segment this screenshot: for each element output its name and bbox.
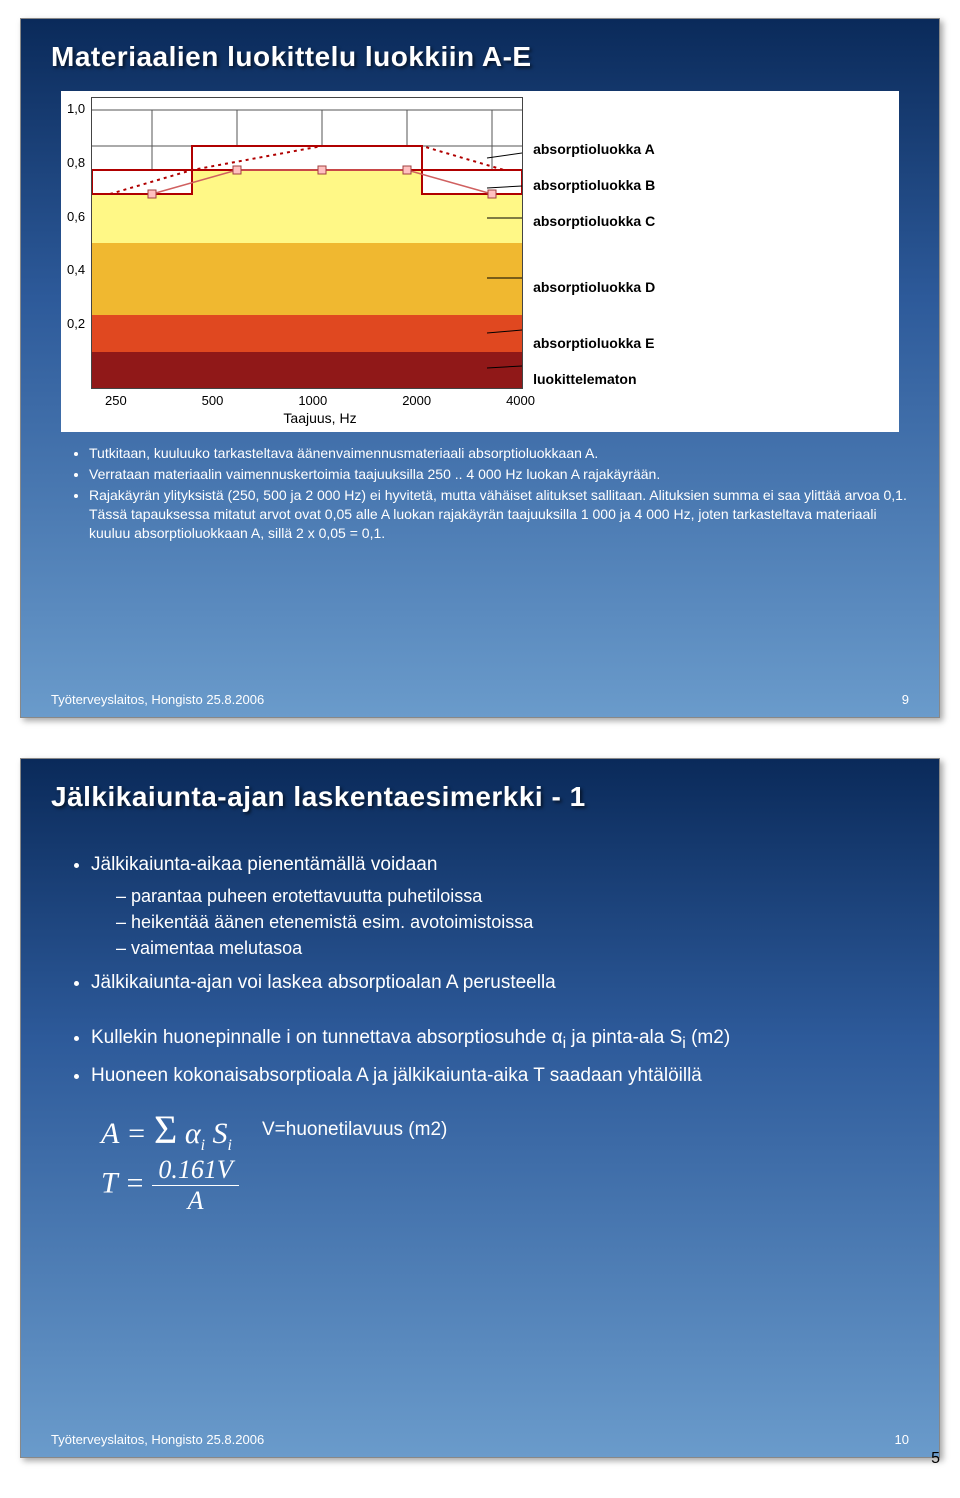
ytick: 0,2 xyxy=(67,316,85,331)
chart-plot xyxy=(91,97,523,389)
slide-2: Jälkikaiunta-ajan laskentaesimerkki - 1 … xyxy=(20,758,940,1458)
legend-item: absorptioluokka B xyxy=(533,177,655,193)
bullet: Kullekin huonepinnalle i on tunnettava a… xyxy=(91,1024,899,1056)
xtick: 2000 xyxy=(402,393,431,408)
bullet: Tutkitaan, kuuluuko tarkasteltava äänenv… xyxy=(89,444,909,463)
sym-alpha: α xyxy=(185,1117,201,1150)
document-page-number: 5 xyxy=(931,1450,940,1468)
footer-page-number: 9 xyxy=(902,692,909,707)
numerator: 0.161V xyxy=(152,1155,238,1186)
slide2-title: Jälkikaiunta-ajan laskentaesimerkki - 1 xyxy=(21,759,939,821)
sym-A: A xyxy=(101,1117,119,1150)
slide2-body: Jälkikaiunta-aikaa pienentämällä voidaan… xyxy=(21,821,939,1090)
footer-left: Työterveyslaitos, Hongisto 25.8.2006 xyxy=(51,1432,264,1447)
alpha-symbol: α xyxy=(552,1027,563,1048)
subscript: i xyxy=(201,1137,205,1154)
ytick: 0,8 xyxy=(67,155,85,170)
xtick: 500 xyxy=(202,393,224,408)
ytick-pad xyxy=(67,370,85,385)
equals: = xyxy=(126,1117,154,1150)
xtick: 4000 xyxy=(506,393,535,408)
legend-item: absorptioluokka A xyxy=(533,141,655,157)
chart-area: 1,0 0,8 0,6 0,4 0,2 xyxy=(67,97,893,389)
text: (m2) xyxy=(686,1027,730,1048)
ytick: 0,6 xyxy=(67,209,85,224)
xtick: 1000 xyxy=(298,393,327,408)
footer-left: Työterveyslaitos, Hongisto 25.8.2006 xyxy=(51,692,264,707)
sub-bullet: heikentää äänen etenemistä esim. avotoim… xyxy=(131,909,899,935)
fraction: 0.161V A xyxy=(152,1155,238,1216)
legend-item: absorptioluokka E xyxy=(533,335,655,351)
legend-item: absorptioluokka C xyxy=(533,213,655,229)
slide-1: Materiaalien luokittelu luokkiin A-E 1,0… xyxy=(20,18,940,718)
formula-T-inner: T = 0.161V A xyxy=(101,1155,239,1216)
x-axis-labels: 250 500 1000 2000 4000 xyxy=(105,389,535,408)
text: ja pinta-ala S xyxy=(566,1027,682,1048)
sym-T: T xyxy=(101,1166,117,1199)
equals: = xyxy=(125,1166,153,1199)
chart-svg xyxy=(92,98,522,388)
sigma-icon: Σ xyxy=(154,1107,177,1152)
bullet: Huoneen kokonaisabsorptioala A ja jälkik… xyxy=(91,1062,899,1090)
ytick: 1,0 xyxy=(67,101,85,116)
bullet-text: Jälkikaiunta-aikaa pienentämällä voidaan xyxy=(91,854,437,875)
bullet: Jälkikaiunta-ajan voi laskea absorptioal… xyxy=(91,969,899,997)
chart-legend: absorptioluokka A absorptioluokka B abso… xyxy=(523,97,655,389)
formula-A: A = Σ αi Si xyxy=(101,1106,232,1155)
formula-row: A = Σ αi Si V=huonetilavuus (m2) xyxy=(21,1096,939,1155)
formula-note: V=huonetilavuus (m2) xyxy=(262,1119,447,1141)
slide2-footer: Työterveyslaitos, Hongisto 25.8.2006 10 xyxy=(51,1432,909,1447)
chart-container: 1,0 0,8 0,6 0,4 0,2 xyxy=(61,91,899,432)
ytick: 0,4 xyxy=(67,262,85,277)
bullet: Rajakäyrän ylityksistä (250, 500 ja 2 00… xyxy=(89,486,909,543)
bullet-lead: Jälkikaiunta-aikaa pienentämällä voidaan… xyxy=(91,851,899,961)
subscript: i xyxy=(228,1137,232,1154)
sub-bullet: parantaa puheen erotettavuutta puhetiloi… xyxy=(131,883,899,909)
sym-S: S xyxy=(213,1117,228,1150)
denominator: A xyxy=(182,1186,210,1216)
slide1-title: Materiaalien luokittelu luokkiin A-E xyxy=(21,19,939,81)
slide1-footer: Työterveyslaitos, Hongisto 25.8.2006 9 xyxy=(51,692,909,707)
legend-item: luokittelematon xyxy=(533,371,655,387)
legend-item: absorptioluokka D xyxy=(533,279,655,295)
footer-page-number: 10 xyxy=(895,1432,909,1447)
x-axis-title: Taajuus, Hz xyxy=(105,408,535,426)
formula-T: T = 0.161V A xyxy=(21,1155,939,1216)
text: Kullekin huonepinnalle i on tunnettava a… xyxy=(91,1027,552,1048)
slide1-bullets: Tutkitaan, kuuluuko tarkasteltava äänenv… xyxy=(21,440,939,542)
xtick: 250 xyxy=(105,393,127,408)
bullet: Verrataan materiaalin vaimennuskertoimia… xyxy=(89,465,909,484)
y-axis-labels: 1,0 0,8 0,6 0,4 0,2 xyxy=(67,97,91,389)
sub-bullet: vaimentaa melutasoa xyxy=(131,935,899,961)
